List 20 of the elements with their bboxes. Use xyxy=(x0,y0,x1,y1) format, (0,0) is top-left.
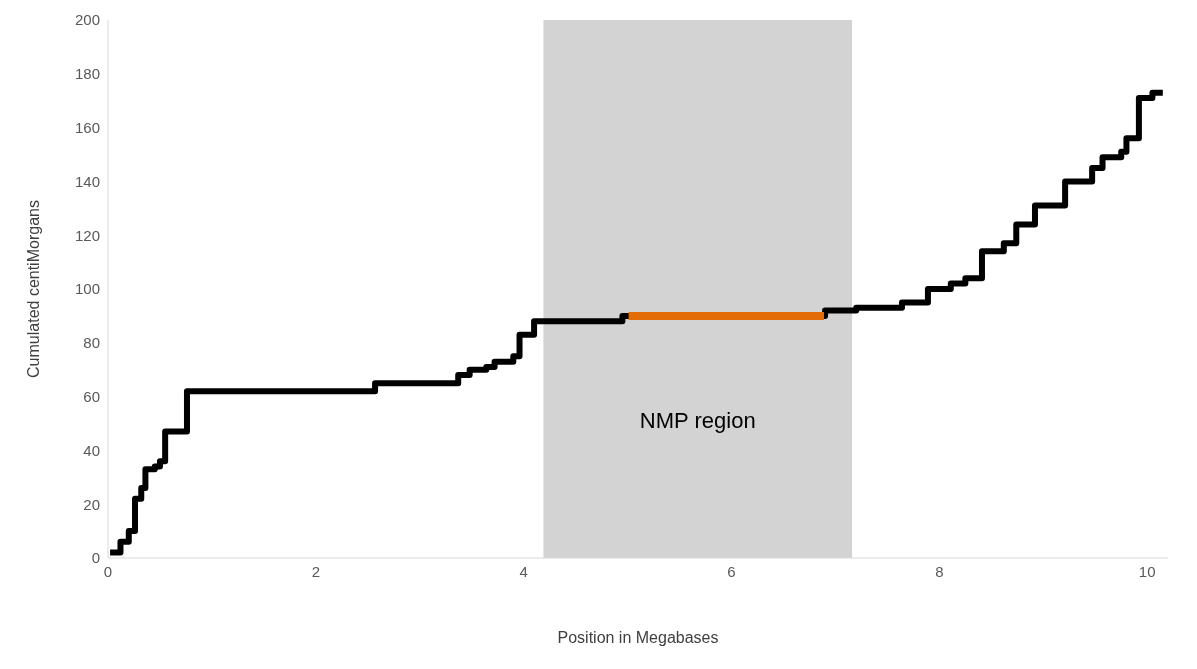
x-tick-label: 6 xyxy=(727,562,736,580)
y-tick-label: 40 xyxy=(83,441,100,459)
x-tick-label: 2 xyxy=(311,562,321,580)
x-tick-label: 0 xyxy=(103,562,113,580)
y-tick-label: 0 xyxy=(91,549,100,567)
y-tick-label: 200 xyxy=(74,11,100,29)
y-tick-label: 180 xyxy=(74,65,100,83)
y-tick-label: 60 xyxy=(83,387,100,405)
y-tick-label: 120 xyxy=(74,226,100,244)
y-tick-label: 160 xyxy=(74,118,100,136)
x-axis-title: Position in Megabases xyxy=(557,629,719,646)
y-tick-label: 20 xyxy=(83,495,100,513)
band-label: NMP region xyxy=(639,408,756,433)
x-tick-label: 10 xyxy=(1138,562,1156,580)
y-tick-label: 100 xyxy=(74,280,100,298)
x-tick-label: 4 xyxy=(519,562,528,580)
y-tick-label: 140 xyxy=(74,172,100,190)
x-tick-label: 8 xyxy=(935,562,944,580)
y-axis-title: Cumulated centiMorgans xyxy=(24,200,42,378)
y-tick-label: 80 xyxy=(83,334,100,352)
